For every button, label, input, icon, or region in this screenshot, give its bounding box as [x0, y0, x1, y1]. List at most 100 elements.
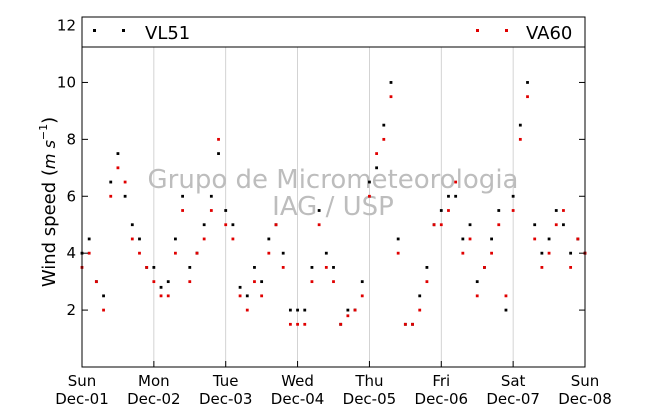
- data-point-va60: [303, 322, 307, 326]
- legend-label-vl51: VL51: [145, 23, 190, 44]
- data-point-va60: [497, 223, 501, 227]
- data-point-va60: [475, 294, 479, 298]
- y-tick-label-6: 6: [66, 187, 76, 205]
- data-point-vl51: [368, 180, 371, 184]
- data-point-va60: [540, 266, 544, 269]
- data-point-va60: [181, 209, 184, 212]
- data-point-va60: [368, 194, 371, 198]
- data-point-vl51: [447, 194, 450, 198]
- x-tick-label-day-7: Sun: [571, 372, 600, 390]
- watermark: Grupo de Micrometeorologia IAG / USP: [148, 165, 519, 222]
- data-point-vl51: [526, 81, 529, 84]
- gridlines: [153, 17, 514, 367]
- data-point-vl51: [439, 209, 443, 212]
- data-point-vl51: [540, 251, 544, 255]
- x-tick-label-day-2: Tue: [212, 372, 239, 390]
- data-point-vl51: [518, 123, 522, 127]
- x-tick-label-day-6: Sat: [501, 372, 526, 390]
- data-point-va60: [389, 95, 393, 99]
- data-point-va60: [166, 294, 170, 298]
- data-point-va60: [554, 223, 558, 227]
- data-point-vl51: [396, 237, 400, 241]
- data-point-va60: [569, 266, 573, 269]
- data-point-va60: [396, 251, 400, 255]
- data-point-va60: [439, 223, 443, 227]
- data-point-vl51: [461, 237, 465, 241]
- x-tick-label-date-7: Dec-08: [558, 390, 612, 408]
- data-point-va60: [94, 280, 98, 284]
- x-tick-label-date-6: Dec-07: [486, 390, 540, 408]
- legend-entry-vl51: VL51: [93, 23, 190, 44]
- data-point-vl51: [454, 194, 458, 198]
- legend-marker-vl51: [122, 29, 125, 32]
- data-point-va60: [382, 137, 386, 141]
- data-point-vl51: [209, 194, 213, 198]
- data-point-vl51: [253, 266, 256, 269]
- data-point-vl51: [202, 223, 206, 227]
- data-point-va60: [490, 251, 493, 255]
- data-point-vl51: [425, 266, 429, 269]
- data-point-vl51: [116, 152, 120, 155]
- data-point-vl51: [224, 209, 228, 212]
- data-point-vl51: [554, 209, 558, 212]
- x-tick-label-date-1: Dec-02: [127, 390, 181, 408]
- data-point-va60: [310, 280, 314, 284]
- data-point-vl51: [497, 209, 501, 212]
- watermark-line-2: IAG / USP: [272, 192, 394, 222]
- data-point-vl51: [569, 251, 573, 255]
- plot-background: [82, 17, 585, 367]
- data-point-va60: [159, 294, 163, 298]
- data-point-va60: [138, 251, 141, 255]
- data-point-va60: [188, 280, 192, 284]
- data-point-va60: [332, 280, 335, 284]
- data-point-va60: [562, 209, 565, 212]
- data-point-va60: [411, 322, 414, 326]
- data-point-va60: [461, 251, 465, 255]
- data-point-vl51: [533, 223, 537, 227]
- data-point-vl51: [511, 194, 515, 198]
- legend-marker-va60: [505, 29, 508, 32]
- data-point-vl51: [130, 223, 134, 227]
- data-point-vl51: [231, 223, 235, 227]
- y-axis-label-close: ): [39, 117, 60, 124]
- data-point-va60: [109, 194, 113, 198]
- x-tick-label-day-5: Fri: [432, 372, 450, 390]
- data-point-vl51: [418, 294, 422, 298]
- data-point-va60: [425, 280, 429, 284]
- data-point-va60: [324, 266, 328, 269]
- data-point-va60: [418, 308, 422, 312]
- legend-label-va60: VA60: [526, 23, 572, 44]
- y-tick-label-4: 4: [66, 244, 76, 262]
- data-point-va60: [231, 237, 235, 241]
- legend-marker-va60: [476, 29, 479, 32]
- x-tick-label-date-5: Dec-06: [415, 390, 469, 408]
- data-point-vl51: [375, 166, 379, 170]
- data-point-vl51: [324, 251, 328, 255]
- y-tick-label-2: 2: [66, 301, 76, 319]
- legend-box: [81, 16, 586, 48]
- data-point-va60: [296, 322, 299, 326]
- legend: VL51 VA60: [81, 16, 586, 48]
- data-point-va60: [518, 137, 522, 141]
- data-point-vl51: [181, 194, 184, 198]
- data-point-va60: [224, 223, 228, 227]
- data-point-va60: [274, 223, 278, 227]
- data-point-vl51: [346, 308, 350, 312]
- data-point-vl51: [562, 223, 565, 227]
- data-point-va60: [353, 308, 357, 312]
- data-point-va60: [454, 180, 458, 184]
- data-point-vl51: [123, 194, 127, 198]
- data-point-va60: [468, 237, 472, 241]
- data-point-vl51: [174, 237, 177, 241]
- data-point-va60: [174, 251, 177, 255]
- data-point-vl51: [102, 294, 105, 298]
- data-point-va60: [483, 266, 486, 269]
- y-axis-label-exponent: −1: [37, 124, 50, 140]
- data-point-vl51: [87, 237, 91, 241]
- x-tick-label-date-4: Dec-05: [343, 390, 397, 408]
- data-point-va60: [245, 308, 249, 312]
- x-tick-label-day-3: Wed: [281, 372, 314, 390]
- data-point-va60: [209, 209, 213, 212]
- data-point-va60: [123, 180, 127, 184]
